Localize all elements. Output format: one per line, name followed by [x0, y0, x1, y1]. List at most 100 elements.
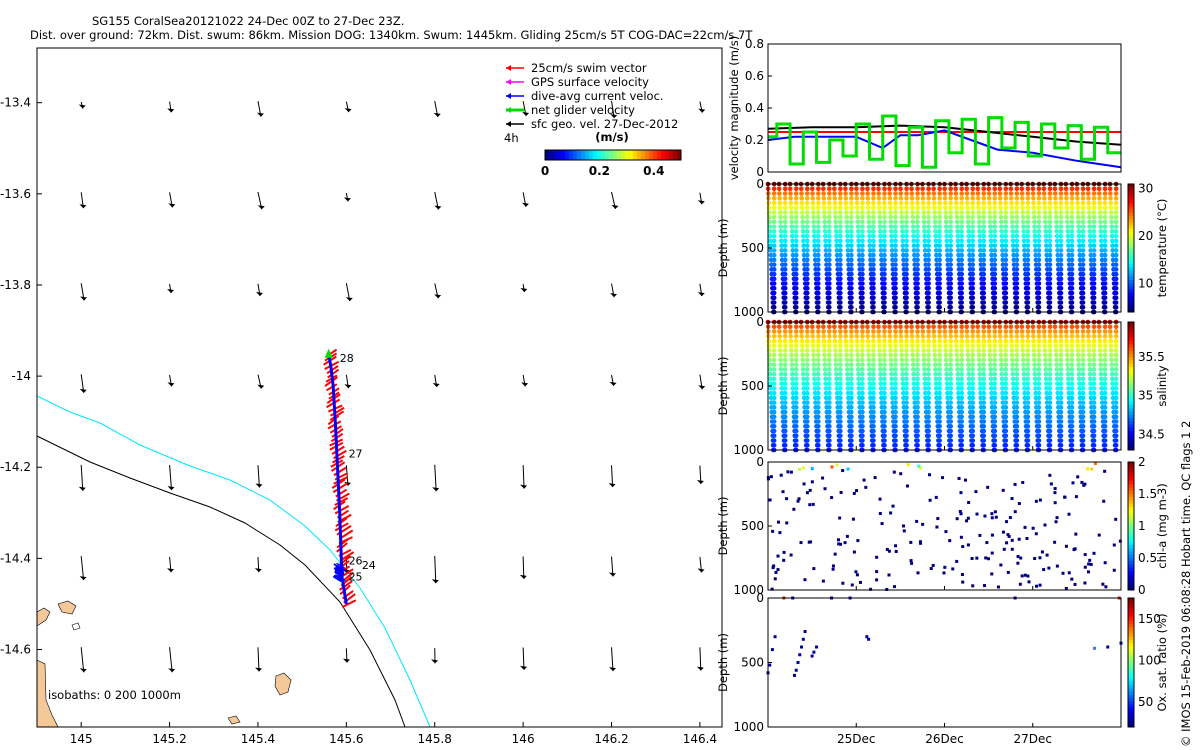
- data-point: [999, 367, 1004, 372]
- data-point: [816, 338, 821, 344]
- data-point: [838, 285, 843, 291]
- data-point: [789, 367, 795, 372]
- data-point: [866, 229, 872, 234]
- colorbar-cell: [1128, 614, 1134, 618]
- data-point: [933, 238, 939, 244]
- data-point: [1053, 487, 1057, 491]
- data-point: [768, 498, 772, 502]
- data-point: [915, 200, 920, 206]
- geo-velocity-arrowhead: [696, 480, 704, 485]
- data-point: [838, 200, 843, 206]
- data-point: [987, 338, 992, 344]
- data-point: [1021, 229, 1026, 234]
- data-point: [855, 214, 860, 220]
- data-point: [1083, 565, 1087, 569]
- data-point: [849, 300, 854, 305]
- data-point: [768, 386, 774, 391]
- data-point: [811, 352, 816, 358]
- data-point: [1014, 205, 1020, 211]
- geo-velocity-arrowhead: [432, 382, 440, 387]
- y-tick-label: -14.6: [0, 643, 31, 657]
- data-point: [1087, 357, 1092, 363]
- data-point: [1010, 381, 1016, 386]
- data-point: [1003, 419, 1009, 424]
- data-point: [954, 352, 960, 358]
- data-point: [801, 238, 806, 244]
- data-point: [788, 329, 793, 334]
- data-point: [771, 257, 777, 263]
- y-tick-label: 0.6: [745, 69, 764, 83]
- data-point: [1112, 543, 1116, 547]
- data-point: [1098, 214, 1103, 220]
- data-point: [1113, 400, 1119, 405]
- data-point: [988, 238, 994, 244]
- data-point: [959, 195, 965, 201]
- data-point: [893, 281, 898, 286]
- data-point: [871, 428, 876, 434]
- data-point: [1014, 214, 1020, 220]
- data-point: [926, 229, 931, 234]
- colorbar-cell: [1128, 570, 1134, 575]
- data-point: [1108, 195, 1113, 201]
- data-point: [1014, 267, 1020, 272]
- colorbar-cell: [1128, 366, 1134, 371]
- colorbar-cell: [1128, 392, 1134, 397]
- data-point: [970, 329, 976, 334]
- data-point: [1003, 428, 1009, 434]
- data-point: [860, 338, 865, 344]
- data-point: [882, 352, 887, 358]
- data-point: [1091, 442, 1097, 448]
- data-point: [926, 252, 931, 258]
- data-point: [992, 300, 998, 305]
- data-point: [970, 243, 976, 248]
- data-point: [816, 233, 821, 239]
- data-point: [877, 352, 882, 358]
- data-point: [954, 338, 959, 344]
- data-point: [893, 433, 898, 439]
- data-point: [1054, 376, 1060, 382]
- data-point: [866, 214, 871, 220]
- geo-velocity-arrowhead: [344, 108, 352, 113]
- data-point: [1076, 238, 1082, 244]
- data-point: [1014, 419, 1020, 424]
- data-point: [816, 257, 821, 263]
- colorbar-cell: [1128, 506, 1134, 511]
- data-point: [1014, 338, 1020, 344]
- data-point: [1025, 257, 1031, 263]
- data-point: [1069, 267, 1075, 272]
- data-point: [1086, 348, 1092, 353]
- data-point: [1113, 238, 1119, 244]
- data-point: [1069, 324, 1075, 330]
- data-point: [1080, 362, 1086, 367]
- data-point: [1102, 267, 1108, 272]
- data-point: [773, 635, 777, 639]
- data-point: [915, 195, 920, 201]
- colorbar-cell: [1128, 395, 1134, 400]
- colorbar-cell: [1128, 685, 1134, 689]
- data-point: [1005, 520, 1009, 524]
- data-point: [1003, 348, 1009, 353]
- data-point: [777, 205, 783, 211]
- data-point: [976, 205, 981, 211]
- data-point: [1099, 252, 1105, 258]
- data-point: [887, 338, 893, 344]
- data-point: [1058, 362, 1064, 367]
- data-point: [771, 348, 777, 353]
- data-point: [1019, 186, 1025, 192]
- data-point: [777, 333, 782, 339]
- data-point: [1064, 214, 1070, 220]
- geo-velocity-arrowhead: [608, 572, 616, 577]
- data-point: [834, 381, 840, 386]
- data-point: [1047, 233, 1053, 239]
- data-point: [998, 219, 1004, 225]
- data-point: [767, 371, 773, 377]
- data-point: [1113, 405, 1119, 410]
- geo-velocity-arrow: [434, 464, 437, 492]
- data-point: [816, 367, 821, 372]
- data-point: [1080, 405, 1086, 410]
- data-point: [921, 210, 926, 215]
- data-point: [1065, 219, 1070, 225]
- data-point: [937, 348, 942, 353]
- data-point: [827, 210, 832, 215]
- data-point: [1047, 191, 1053, 196]
